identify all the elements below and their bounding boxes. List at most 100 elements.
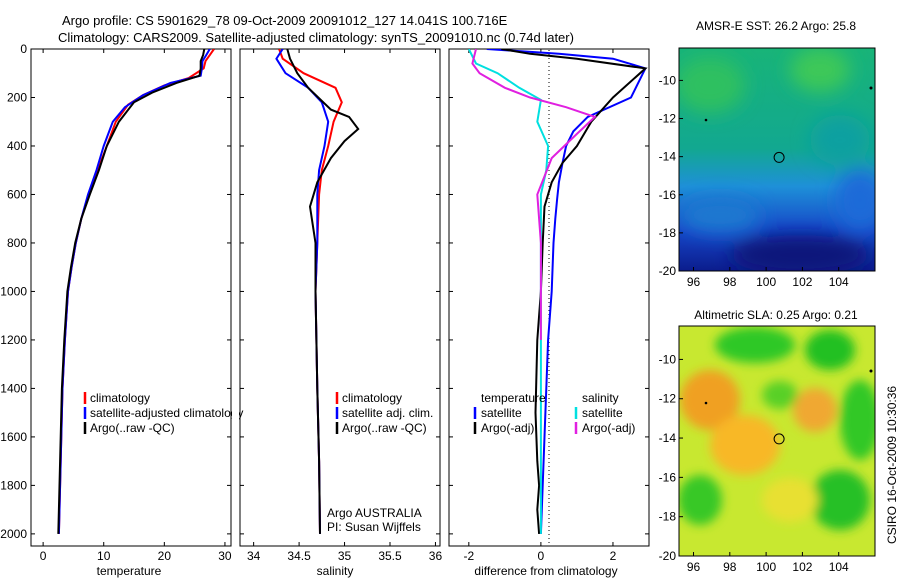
panel-gap-mask bbox=[232, 380, 239, 440]
sla-map-frame bbox=[678, 325, 876, 557]
y-tick-label: 0 bbox=[20, 42, 27, 56]
series-line bbox=[286, 49, 360, 534]
temperature-x-label: temperature bbox=[97, 564, 162, 578]
x-tick-label: 102 bbox=[792, 560, 812, 574]
y-tick-label: -14 bbox=[659, 150, 677, 164]
difference-lines bbox=[467, 49, 648, 534]
legend-label-temp-argo: Argo(-adj) bbox=[481, 421, 534, 435]
y-tick-label: 800 bbox=[7, 236, 27, 250]
series-group bbox=[467, 49, 648, 534]
y-tick-label: 2000 bbox=[0, 527, 27, 541]
sst-map-y-ticks: -10 -12 -14 -16 -18 -20 bbox=[659, 73, 683, 278]
series-line bbox=[486, 49, 647, 534]
y-tick-label: -20 bbox=[659, 549, 677, 563]
y-tick-label: -20 bbox=[659, 264, 677, 278]
difference-x-label: difference from climatology bbox=[474, 564, 617, 578]
high-patch bbox=[715, 327, 795, 363]
legend-label-sal-satellite: satellite bbox=[582, 406, 623, 420]
series-line bbox=[471, 49, 597, 340]
x-tick-label: 100 bbox=[756, 560, 776, 574]
low-patch bbox=[680, 370, 740, 430]
salinity-x-label: salinity bbox=[317, 564, 354, 578]
legend-label-climatology: climatology bbox=[342, 391, 402, 405]
y-tick-label: -16 bbox=[659, 470, 677, 484]
y-tick-label: -12 bbox=[659, 112, 677, 126]
sla-map-panel: Altimetric SLA: 0.25 Argo: 0.21 96 98 100 1… bbox=[659, 308, 876, 574]
x-tick-label: 0 bbox=[40, 549, 47, 563]
pi-label: PI: Susan Wijffels bbox=[327, 520, 421, 534]
island-dot bbox=[869, 369, 873, 373]
x-tick-label: 0 bbox=[538, 549, 545, 563]
y-tick-label: -18 bbox=[659, 510, 677, 524]
x-tick-label: 36 bbox=[429, 549, 443, 563]
high-patch bbox=[810, 470, 870, 530]
x-tick-label: 20 bbox=[158, 549, 172, 563]
cold-patch bbox=[730, 235, 870, 271]
x-tick-label: 104 bbox=[829, 560, 849, 574]
low-patch bbox=[710, 415, 780, 475]
y-tick-label: 1600 bbox=[0, 430, 27, 444]
y-tick-label: -16 bbox=[659, 188, 677, 202]
y-tick-label: 1400 bbox=[0, 381, 27, 395]
y-tick-label: 1200 bbox=[0, 333, 27, 347]
difference-y-ticks bbox=[449, 48, 649, 535]
legend-label-satellite: satellite-adjusted climatology bbox=[90, 406, 243, 420]
series-line bbox=[275, 49, 330, 534]
legend-label-argo: Argo(..raw -QC) bbox=[342, 421, 427, 435]
legend-title-temperature: temperature bbox=[481, 391, 546, 405]
x-tick-label: 34.5 bbox=[287, 549, 311, 563]
cool-patch bbox=[680, 197, 760, 233]
y-tick-label: -14 bbox=[659, 431, 677, 445]
x-tick-label: 34 bbox=[247, 549, 261, 563]
sst-field bbox=[679, 48, 875, 271]
x-tick-label: 2 bbox=[610, 549, 617, 563]
mid-patch bbox=[762, 478, 818, 522]
y-tick-label: 1800 bbox=[0, 478, 27, 492]
legend-label-temp-satellite: satellite bbox=[481, 406, 522, 420]
series-group bbox=[275, 49, 360, 534]
high-patch bbox=[840, 380, 875, 460]
y-tick-label: 1000 bbox=[0, 284, 27, 298]
y-tick-label: -12 bbox=[659, 392, 677, 406]
sla-field bbox=[679, 326, 875, 556]
temperature-x-ticks: 0 10 20 30 bbox=[40, 49, 232, 563]
x-tick-label: -2 bbox=[463, 549, 474, 563]
salinity-legend: climatology satellite adj. clim. Argo(..… bbox=[335, 391, 433, 435]
y-tick-label: -18 bbox=[659, 226, 677, 240]
legend-label-argo: Argo(..raw -QC) bbox=[90, 421, 175, 435]
x-tick-label: 102 bbox=[792, 275, 812, 289]
island-dot bbox=[869, 86, 873, 90]
series-group bbox=[57, 49, 215, 534]
warm-patch bbox=[790, 48, 850, 92]
y-tick-label: 600 bbox=[7, 187, 27, 201]
sla-map-title: Altimetric SLA: 0.25 Argo: 0.21 bbox=[694, 308, 858, 322]
y-tick-label: 400 bbox=[7, 139, 27, 153]
legend-label-satellite: satellite adj. clim. bbox=[342, 406, 433, 420]
series-line bbox=[278, 49, 343, 534]
y-tick-label: 200 bbox=[7, 90, 27, 104]
x-tick-label: 30 bbox=[218, 549, 232, 563]
x-tick-label: 98 bbox=[723, 275, 737, 289]
x-tick-label: 96 bbox=[687, 560, 701, 574]
legend-label-sal-argo: Argo(-adj) bbox=[582, 421, 635, 435]
difference-legend: temperature salinity satellite Argo(-adj… bbox=[473, 391, 635, 435]
series-line bbox=[467, 49, 550, 534]
x-tick-label: 35.5 bbox=[378, 549, 402, 563]
sst-map-x-ticks: 96 98 100 102 104 bbox=[687, 267, 849, 289]
x-tick-label: 98 bbox=[723, 560, 737, 574]
series-line bbox=[57, 49, 206, 534]
x-tick-label: 100 bbox=[756, 275, 776, 289]
salinity-x-ticks: 34 34.5 35 35.5 36 bbox=[247, 49, 442, 563]
high-patch bbox=[679, 475, 722, 525]
sst-map-panel: AMSR-E SST: 26.2 Argo: 25.8 96 98 100 102 10… bbox=[659, 19, 876, 289]
low-patch bbox=[793, 388, 837, 432]
sla-map-x-ticks: 96 98 100 102 104 bbox=[687, 552, 849, 574]
temperature-legend: climatology satellite-adjusted climatolo… bbox=[83, 391, 243, 435]
y-tick-label: -10 bbox=[659, 352, 677, 366]
cool-patch bbox=[835, 170, 875, 230]
title-line-2: Climatology: CARS2009. Satellite-adjuste… bbox=[58, 30, 574, 45]
temperature-panel: 0 200 400 600 800 1000 1200 1400 1600 1800 2000 0 1… bbox=[0, 42, 243, 578]
salinity-panel: 34 34.5 35 35.5 36 salinity climatology sate… bbox=[239, 48, 442, 578]
x-tick-label: 96 bbox=[687, 275, 701, 289]
